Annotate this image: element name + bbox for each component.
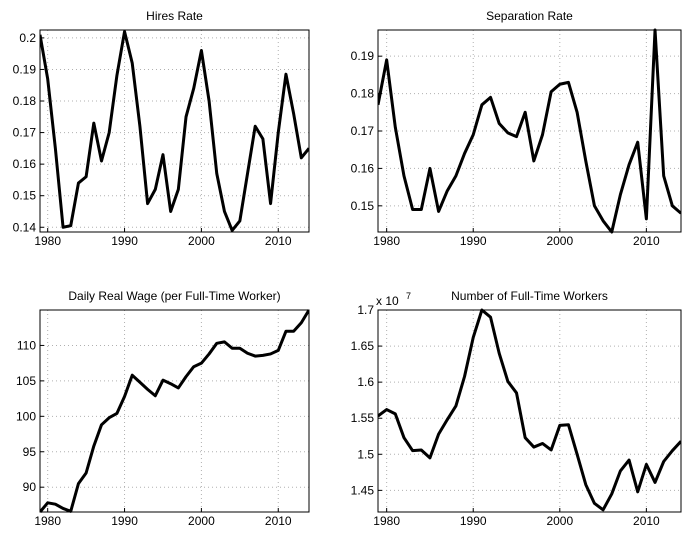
x-tick-label: 2010 bbox=[633, 234, 660, 248]
y-tick-label: 0.15 bbox=[13, 189, 37, 203]
x-tick-label: 1990 bbox=[111, 514, 138, 528]
plot-frame bbox=[377, 29, 682, 233]
y-tick-label: 100 bbox=[16, 409, 36, 423]
y-tick-label: 0.16 bbox=[13, 157, 37, 171]
y-tick-label: 0.18 bbox=[13, 94, 37, 108]
y-tick-label: 0.2 bbox=[19, 31, 36, 45]
x-tick-label: 1990 bbox=[111, 234, 138, 248]
x-tick-label: 1980 bbox=[34, 234, 61, 248]
x-tick-label: 1980 bbox=[373, 514, 400, 528]
chart-title: Hires Rate bbox=[146, 9, 203, 23]
chart-title: Daily Real Wage (per Full-Time Worker) bbox=[68, 289, 280, 303]
plot-frame bbox=[39, 309, 310, 513]
y-tick-label: 0.16 bbox=[351, 161, 375, 175]
data-line bbox=[40, 30, 309, 232]
y-tick-label: 0.19 bbox=[351, 49, 375, 63]
multiplier-exponent: 7 bbox=[406, 291, 411, 301]
plot-frame bbox=[377, 309, 682, 513]
x-tick-label: 2000 bbox=[188, 514, 215, 528]
chart-title: Separation Rate bbox=[486, 9, 573, 23]
data-line bbox=[378, 308, 681, 512]
y-tick-label: 0.15 bbox=[351, 199, 375, 213]
data-line bbox=[378, 28, 681, 234]
y-tick-label: 0.17 bbox=[351, 124, 375, 138]
y-tick-label: 1.55 bbox=[351, 411, 375, 425]
x-tick-label: 2010 bbox=[265, 514, 292, 528]
y-tick-label: 1.45 bbox=[351, 483, 375, 497]
x-tick-label: 1980 bbox=[34, 514, 61, 528]
y-tick-label: 105 bbox=[16, 374, 36, 388]
x-tick-label: 2010 bbox=[633, 514, 660, 528]
y-tick-label: 1.5 bbox=[357, 447, 374, 461]
y-tick-label: 1.6 bbox=[357, 375, 374, 389]
multiplier: x 10 bbox=[376, 294, 399, 308]
x-tick-label: 1980 bbox=[373, 234, 400, 248]
y-tick-label: 0.17 bbox=[13, 126, 37, 140]
y-tick-label: 110 bbox=[17, 338, 36, 352]
data-line bbox=[40, 309, 309, 513]
y-tick-label: 95 bbox=[23, 445, 37, 459]
y-tick-label: 0.19 bbox=[13, 62, 37, 76]
y-tick-label: 0.18 bbox=[351, 87, 375, 101]
x-tick-label: 2000 bbox=[546, 234, 573, 248]
y-tick-label: 90 bbox=[23, 480, 37, 494]
x-tick-label: 2000 bbox=[546, 514, 573, 528]
plot-frame bbox=[39, 29, 310, 233]
chart-title: Number of Full-Time Workers bbox=[451, 289, 608, 303]
y-tick-label: 1.7 bbox=[357, 303, 374, 317]
x-tick-label: 2000 bbox=[188, 234, 215, 248]
y-tick-label: 1.65 bbox=[351, 339, 375, 353]
x-tick-label: 1990 bbox=[460, 234, 487, 248]
x-tick-label: 1990 bbox=[460, 514, 487, 528]
x-tick-label: 2010 bbox=[265, 234, 292, 248]
y-tick-label: 0.14 bbox=[13, 220, 37, 234]
